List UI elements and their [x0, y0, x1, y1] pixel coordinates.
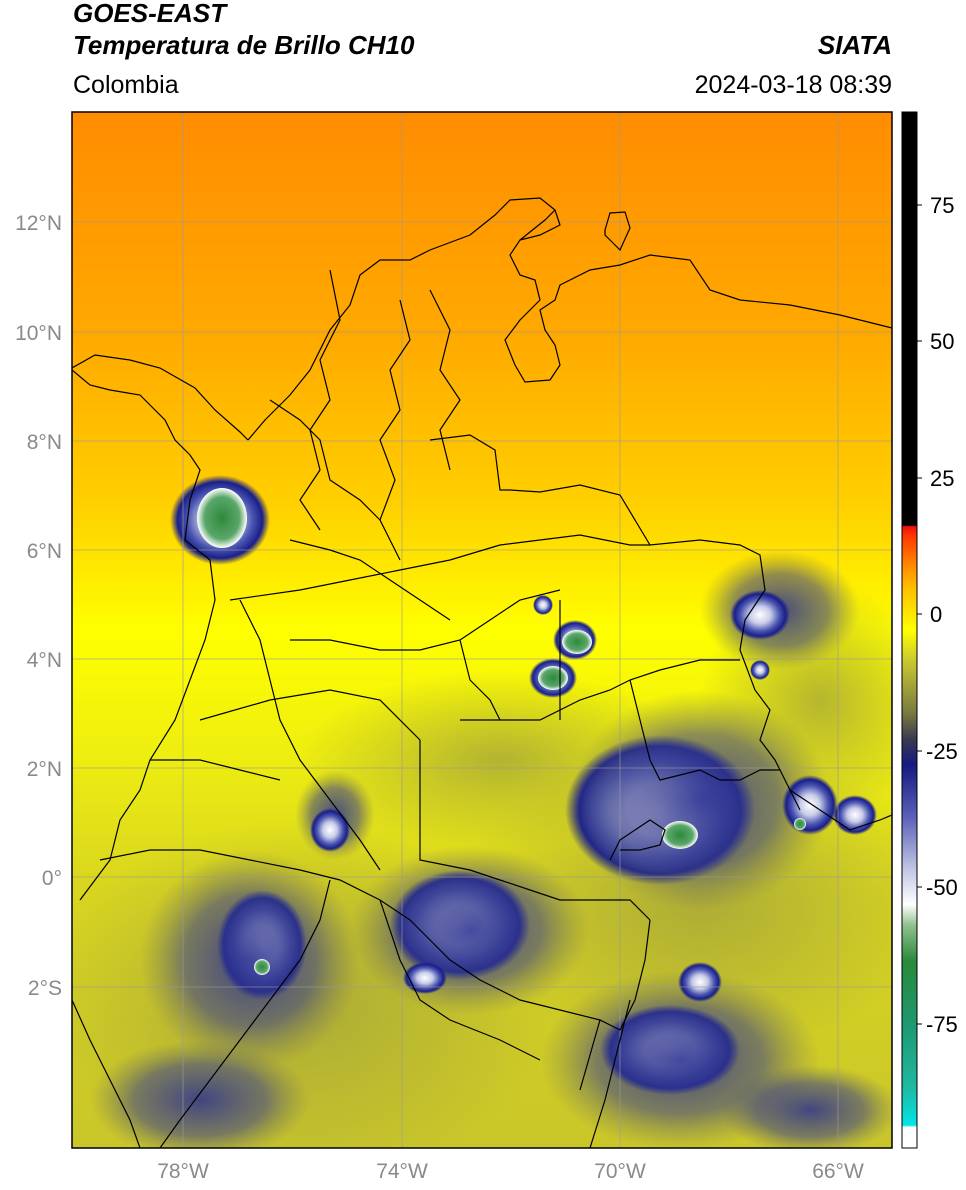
- agency-label: SIATA: [817, 30, 892, 60]
- lon-axis: 78°W 74°W 70°W 66°W: [157, 1160, 864, 1183]
- timestamp-label: 2024-03-18 08:39: [694, 71, 892, 99]
- product-title: Temperatura de Brillo CH10: [73, 30, 415, 60]
- lon-tick-74w: 74°W: [376, 1160, 428, 1183]
- map-frame: [71, 111, 893, 1149]
- lat-axis: 12°N 10°N 8°N 6°N 4°N 2°N 0° 2°S: [15, 212, 62, 1000]
- brightness-temperature-field: [72, 112, 892, 1148]
- lat-tick-6n: 6°N: [27, 540, 62, 563]
- lon-tick-78w: 78°W: [157, 1160, 209, 1183]
- borders: [72, 197, 892, 1148]
- lat-tick-8n: 8°N: [27, 431, 62, 454]
- region-label: Colombia: [73, 71, 179, 99]
- lat-tick-2n: 2°N: [27, 758, 62, 781]
- colorbar-scale: [901, 111, 918, 1149]
- lat-tick-0: 0°: [42, 867, 62, 890]
- colorbar-tick-0: 0: [930, 602, 942, 627]
- colorbar-tick-75: 75: [930, 193, 954, 218]
- colorbar-tick-50: 50: [930, 329, 954, 354]
- colorbar-tick-minus50: -50: [926, 875, 958, 900]
- colorbar-tick-minus25: -25: [926, 739, 958, 764]
- satellite-title: GOES-EAST: [73, 0, 227, 28]
- lat-tick-4n: 4°N: [27, 649, 62, 672]
- lat-tick-12n: 12°N: [15, 212, 62, 235]
- lat-tick-10n: 10°N: [15, 322, 62, 345]
- lat-tick-2s: 2°S: [28, 977, 62, 1000]
- lon-tick-66w: 66°W: [812, 1160, 864, 1183]
- colorbar-tick-25: 25: [930, 466, 954, 491]
- lon-tick-70w: 70°W: [594, 1160, 646, 1183]
- colorbar: 75 50 25 0 -25 -50 -75: [901, 111, 958, 1149]
- colorbar-tick-minus75: -75: [926, 1012, 958, 1037]
